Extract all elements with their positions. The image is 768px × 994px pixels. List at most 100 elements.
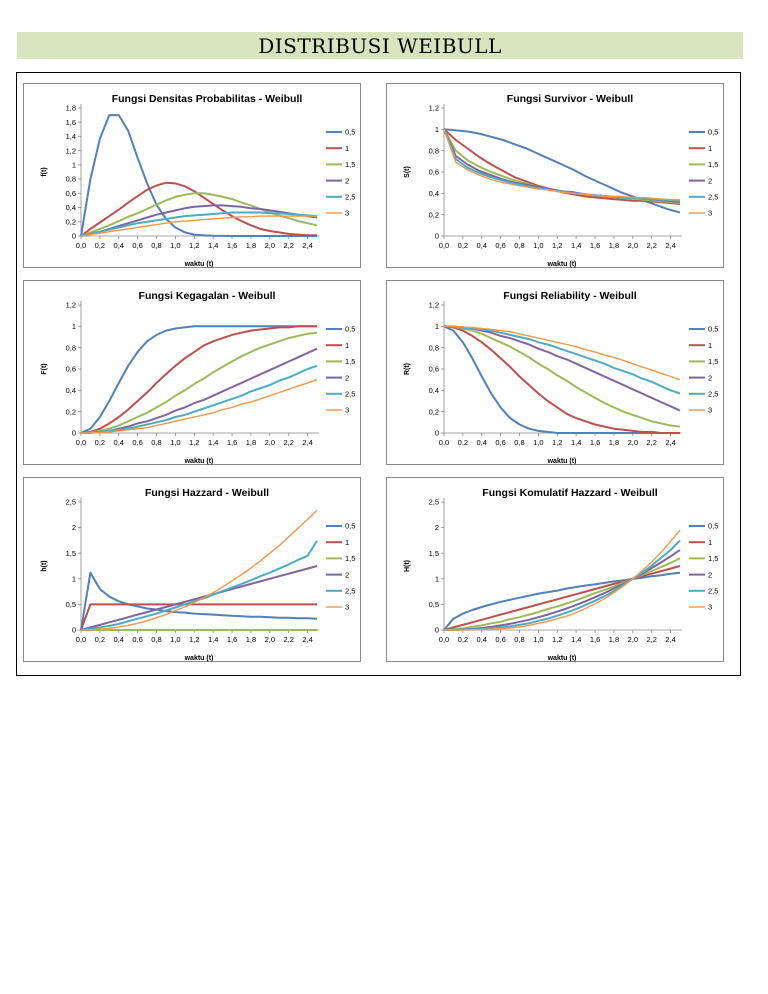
x-axis-label: waktu (t) — [184, 261, 214, 268]
chart-cumulative-hazard: Fungsi Komulatif Hazzard - Weibull 0 0,5 1 1… — [404, 487, 718, 662]
y-tick-label: 0,2 — [66, 217, 76, 226]
series-line-6 — [80, 509, 318, 631]
x-tick-label: 0,8 — [514, 438, 524, 447]
x-tick-label: 0,0 — [76, 241, 86, 250]
legend-label: 2,5 — [345, 587, 355, 596]
series-line-2 — [80, 603, 317, 631]
legend-label: 0,5 — [345, 522, 355, 531]
series-line-1 — [443, 571, 681, 631]
series-line-5 — [80, 211, 318, 237]
x-tick-label: 1,0 — [533, 438, 543, 447]
series-line-1 — [80, 325, 317, 434]
x-tick-label: 1,6 — [227, 241, 237, 250]
legend-label: 2 — [708, 373, 712, 382]
x-tick-label: 1,4 — [571, 635, 581, 644]
legend-label: 1,5 — [708, 160, 718, 169]
legend-label: 3 — [708, 406, 712, 415]
x-tick-label: 2,0 — [628, 241, 638, 250]
x-tick-label: 2,4 — [665, 438, 675, 447]
y-tick-label: 2 — [72, 523, 76, 532]
legend-label: 1 — [708, 538, 712, 547]
y-axis-label: h(t) — [41, 560, 48, 571]
series-line-4 — [80, 347, 318, 434]
series-line-2 — [443, 565, 681, 631]
y-tick-label: 0,8 — [429, 146, 439, 155]
page-title: DISTRIBUSI WEIBULL — [258, 33, 502, 58]
y-axis-label: R(t) — [404, 363, 411, 375]
y-tick-label: 0,4 — [66, 386, 76, 395]
x-tick-label: 0,4 — [477, 241, 487, 250]
series-line-3 — [80, 331, 318, 434]
x-tick-label: 2,4 — [302, 241, 312, 250]
y-tick-label: 0 — [435, 232, 439, 241]
x-tick-label: 1,2 — [552, 241, 562, 250]
legend-label: 0,5 — [345, 325, 355, 334]
series-line-6 — [80, 379, 318, 434]
legend-label: 1 — [345, 144, 349, 153]
series-line-6 — [444, 529, 681, 631]
chart-panel-pdf: Fungsi Densitas Probabilitas - Weibull 0 0… — [23, 83, 361, 268]
legend-label: 2,5 — [708, 390, 718, 399]
legend-label: 1,5 — [345, 160, 355, 169]
x-tick-label: 1,2 — [189, 635, 199, 644]
x-tick-label: 0,6 — [132, 241, 142, 250]
legend-label: 3 — [345, 406, 349, 415]
y-tick-label: 2,5 — [429, 498, 439, 507]
x-tick-label: 0,2 — [95, 241, 105, 250]
legend-label: 2,5 — [345, 390, 355, 399]
x-tick-label: 2,4 — [302, 635, 312, 644]
x-tick-label: 1,8 — [246, 438, 256, 447]
x-axis-label: waktu (t) — [184, 458, 214, 465]
x-tick-label: 0,8 — [151, 438, 161, 447]
charts-frame: Fungsi Densitas Probabilitas - Weibull 0 0… — [16, 72, 741, 676]
legend-label: 0,5 — [345, 128, 355, 137]
x-tick-label: 2,0 — [265, 241, 275, 250]
y-tick-label: 1 — [72, 574, 76, 583]
x-tick-label: 1,6 — [227, 635, 237, 644]
x-tick-label: 0,2 — [95, 438, 105, 447]
y-tick-label: 0,5 — [429, 600, 439, 609]
series-line-4 — [443, 325, 681, 412]
chart-pdf: Fungsi Densitas Probabilitas - Weibull00… — [41, 93, 355, 268]
y-tick-label: 0,8 — [429, 343, 439, 352]
y-tick-label: 0,2 — [429, 407, 439, 416]
y-tick-label: 1,6 — [66, 118, 76, 127]
x-tick-label: 0,4 — [477, 635, 487, 644]
chart-panel-cumulative-hazard: Fungsi Komulatif Hazzard - Weibull 0 0,5 1 1… — [386, 477, 724, 662]
x-axis-label: waktu (t) — [547, 261, 577, 268]
x-tick-label: 0,0 — [439, 635, 449, 644]
x-tick-label: 1,8 — [246, 241, 256, 250]
chart-title: Fungsi Hazzard - Weibull — [145, 487, 269, 499]
y-tick-label: 0,6 — [66, 365, 76, 374]
series-line-6 — [443, 129, 680, 201]
x-tick-label: 0,8 — [514, 635, 524, 644]
y-tick-label: 0,4 — [429, 386, 439, 395]
x-tick-label: 1,4 — [208, 438, 218, 447]
legend-label: 1,5 — [708, 554, 718, 563]
x-tick-label: 0,2 — [458, 635, 468, 644]
x-tick-label: 1,4 — [208, 635, 218, 644]
x-tick-label: 2,0 — [628, 438, 638, 447]
y-tick-label: 1 — [72, 322, 76, 331]
x-tick-label: 1,0 — [170, 438, 180, 447]
legend-label: 3 — [708, 603, 712, 612]
legend-label: 0,5 — [708, 128, 718, 137]
legend-label: 3 — [345, 603, 349, 612]
y-tick-label: 1,5 — [66, 549, 76, 558]
y-tick-label: 1,2 — [429, 301, 439, 310]
legend-label: 0,5 — [708, 522, 718, 531]
series-line-2 — [80, 181, 317, 237]
x-tick-label: 2,4 — [665, 241, 675, 250]
y-tick-label: 0 — [72, 429, 76, 438]
x-tick-label: 2,2 — [283, 635, 293, 644]
legend-label: 2,5 — [345, 193, 355, 202]
legend-label: 2,5 — [708, 587, 718, 596]
legend-label: 0,5 — [708, 325, 718, 334]
x-tick-label: 0,8 — [514, 241, 524, 250]
x-tick-label: 2,2 — [283, 438, 293, 447]
x-tick-label: 0,8 — [151, 241, 161, 250]
y-tick-label: 0,2 — [429, 210, 439, 219]
x-tick-label: 1,0 — [170, 241, 180, 250]
x-tick-label: 1,0 — [533, 241, 543, 250]
x-tick-label: 0,0 — [439, 438, 449, 447]
